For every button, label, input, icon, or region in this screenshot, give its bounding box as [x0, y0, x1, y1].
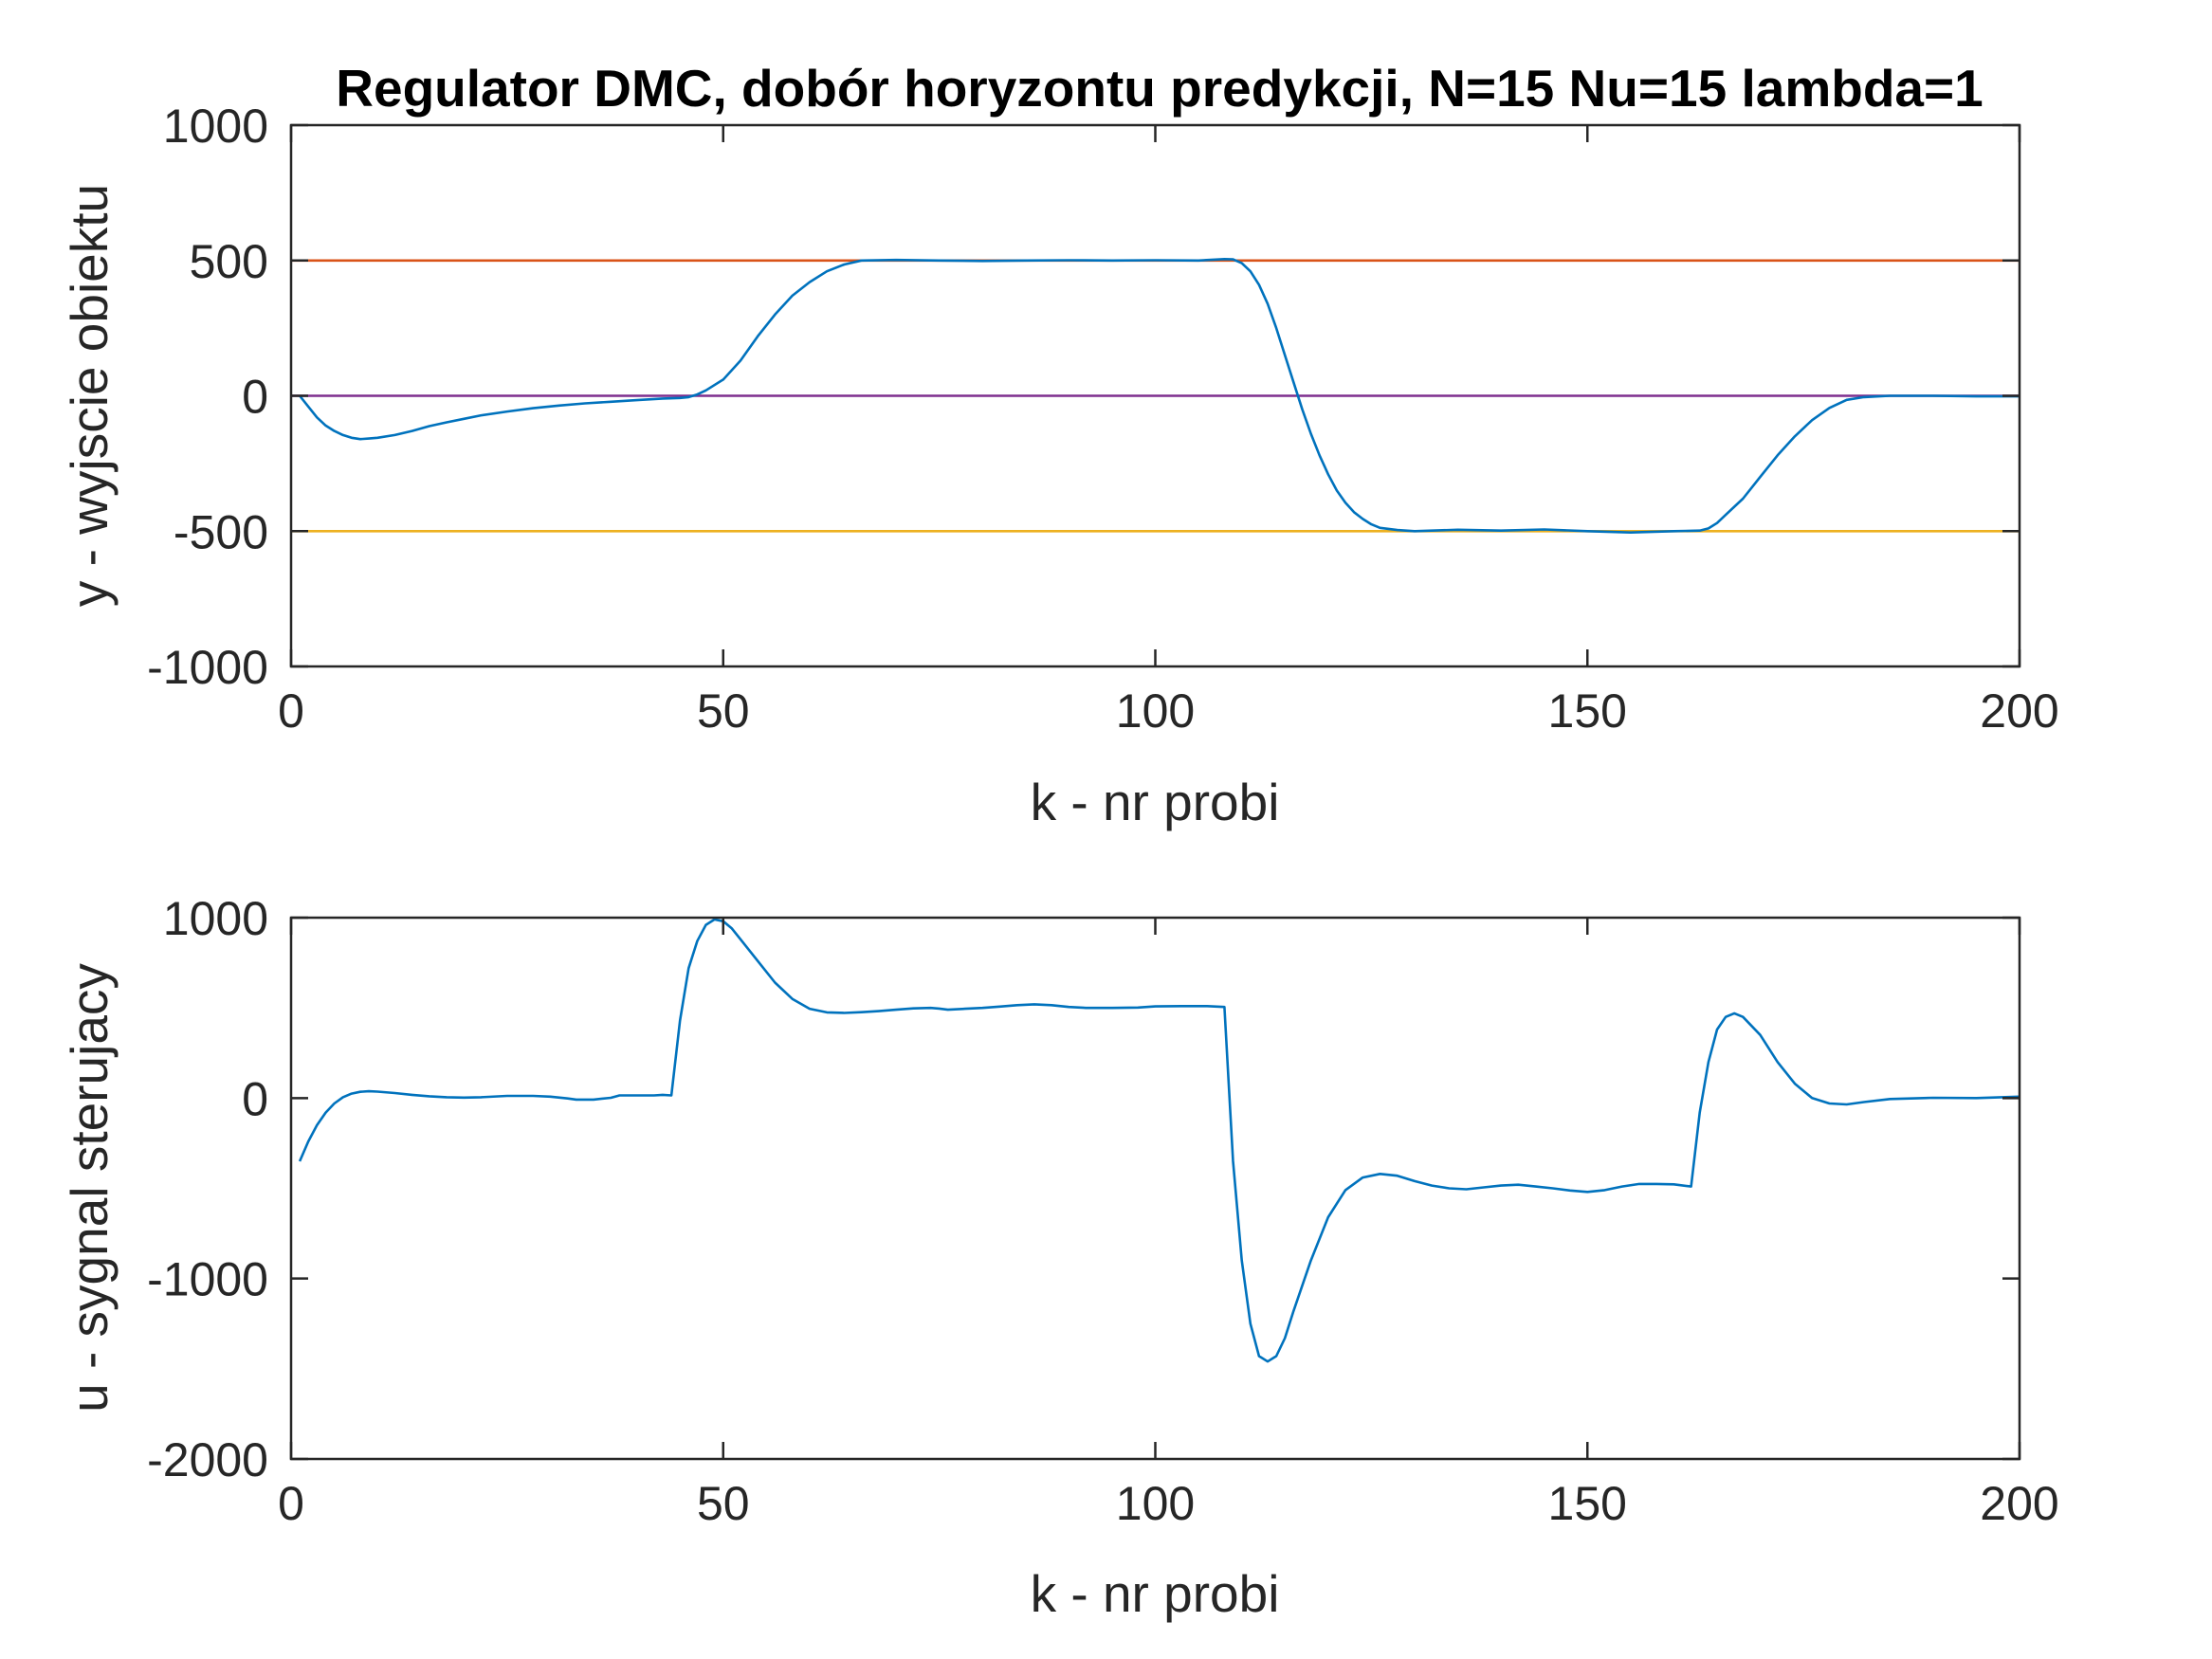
top-y-tick-label: -1000 — [147, 641, 268, 694]
top-x-tick-label: 0 — [278, 684, 304, 738]
top-y-tick-label: 1000 — [163, 100, 268, 153]
top-x-tick-label: 200 — [1980, 684, 2058, 738]
top-y-tick-label: 500 — [190, 235, 268, 288]
bottom-x-tick-label: 50 — [697, 1477, 750, 1530]
top-y-tick-label: -500 — [174, 505, 268, 558]
bottom-lines — [298, 918, 2020, 1363]
top-x-axis-label: k - nr probi — [1031, 773, 1280, 831]
bottom-y-axis-label: u - sygnal sterujacy — [60, 963, 119, 1413]
top-x-tick-label: 50 — [697, 684, 750, 738]
top-x-tick-label: 150 — [1548, 684, 1627, 738]
bottom-x-tick-label: 0 — [278, 1477, 304, 1530]
bottom-ticks: 0 50 100 150 200 1000 0 -1000 -2000 — [147, 892, 2059, 1530]
top-x-tick-label: 100 — [1116, 684, 1195, 738]
chart-title: Regulator DMC, dobór horyzontu predykcji… — [336, 59, 1983, 118]
bottom-y-tick-label: -2000 — [147, 1433, 268, 1486]
bottom-y-tick-label: -1000 — [147, 1253, 268, 1306]
bottom-y-tick-label: 1000 — [163, 892, 268, 945]
top-lines — [291, 257, 2020, 535]
bottom-axes: 0 50 100 150 200 1000 0 -1000 -2000 k - nr probi… — [60, 892, 2059, 1623]
top-ticks: 0 50 100 150 200 1000 500 0 -500 -1000 — [147, 100, 2059, 738]
top-axes: 0 50 100 150 200 1000 500 0 -500 -1000 k - nr pro… — [60, 100, 2059, 831]
bottom-series-line-0 — [298, 918, 2020, 1363]
top-y-axis-label: y - wyjscie obiektu — [60, 184, 119, 607]
top-series-line-0 — [299, 257, 2020, 535]
bottom-plot-area — [291, 918, 2020, 1459]
bottom-x-axis-label: k - nr probi — [1031, 1564, 1280, 1623]
top-y-tick-label: 0 — [242, 371, 268, 424]
bottom-y-tick-label: 0 — [242, 1072, 268, 1125]
bottom-x-tick-label: 200 — [1980, 1477, 2058, 1530]
bottom-x-tick-label: 150 — [1548, 1477, 1627, 1530]
bottom-x-tick-label: 100 — [1116, 1477, 1195, 1530]
